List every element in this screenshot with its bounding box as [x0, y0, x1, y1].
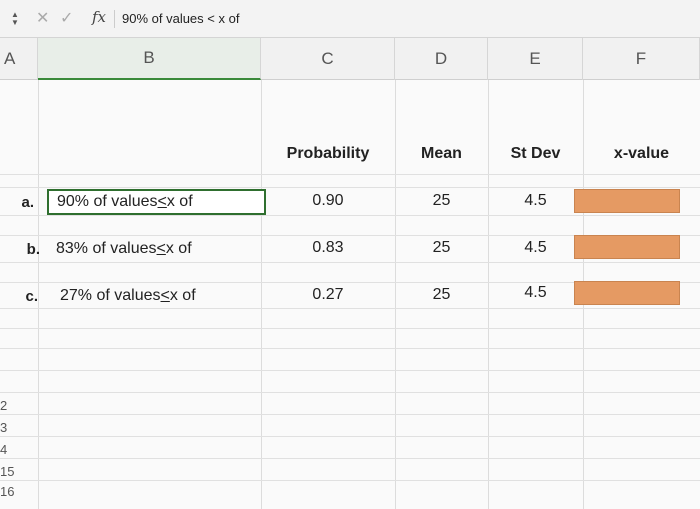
row-number[interactable]: 4 [0, 442, 8, 457]
grid-line [0, 262, 700, 263]
cell-text-prefix: 27% of values [60, 287, 161, 304]
grid-line [38, 80, 39, 509]
stepper-up-icon[interactable]: ▲ [11, 10, 19, 19]
cell-label-c[interactable]: 27% of values < x of [52, 283, 261, 309]
cell-stdev-a[interactable]: 4.5 [524, 192, 547, 209]
header-mean[interactable]: Mean [421, 145, 462, 162]
grid-line [0, 392, 700, 393]
column-header-d[interactable]: D [395, 38, 488, 80]
cell-xvalue-b[interactable] [574, 235, 680, 259]
cell-xvalue-a[interactable] [574, 189, 680, 213]
grid-line [0, 414, 700, 415]
formula-separator [114, 10, 115, 28]
cell-text-suffix: x of [166, 193, 193, 210]
row-number[interactable]: 2 [0, 398, 8, 413]
grid-line [0, 187, 700, 188]
cell-mean-b[interactable]: 25 [432, 239, 451, 256]
cell-probability-a[interactable]: 0.90 [312, 192, 344, 209]
cell-mean-c[interactable]: 25 [432, 286, 451, 303]
row-letter-b: b. [26, 240, 40, 258]
cell-mean-a[interactable]: 25 [432, 192, 451, 209]
spreadsheet-grid[interactable]: Probability Mean St Dev x-value a. 90% o… [0, 80, 700, 509]
cell-stdev-b[interactable]: 4.5 [524, 239, 547, 256]
cell-stdev-c[interactable]: 4.5 [524, 284, 547, 301]
stepper-down-icon[interactable]: ▼ [11, 18, 19, 27]
cell-text-prefix: 90% of values [57, 193, 158, 210]
grid-line [0, 348, 700, 349]
grid-line [0, 436, 700, 437]
grid-line [0, 480, 700, 481]
cell-text-lt: < [160, 287, 170, 304]
cancel-icon[interactable]: ✕ [36, 10, 50, 27]
header-probability[interactable]: Probability [286, 145, 370, 162]
formula-bar: ▲ ▼ ✕ ✓ fx 90% of values < x of [0, 0, 700, 38]
cell-xvalue-c[interactable] [574, 281, 680, 305]
row-letter-a: a. [21, 193, 34, 211]
grid-line [0, 458, 700, 459]
active-cell-b-a[interactable]: 90% of values < x of [47, 189, 266, 215]
grid-line [0, 215, 700, 216]
cell-text-prefix: 83% of values [56, 240, 157, 257]
cell-probability-b[interactable]: 0.83 [312, 239, 344, 256]
cell-label-b[interactable]: 83% of values < x of [48, 236, 261, 262]
header-xvalue[interactable]: x-value [613, 145, 670, 162]
grid-line [0, 174, 700, 175]
row-letter-c: c. [25, 287, 38, 305]
grid-line [0, 328, 700, 329]
header-stdev[interactable]: St Dev [510, 145, 561, 162]
cell-text-lt: < [156, 240, 166, 257]
grid-line [261, 80, 262, 509]
column-header-e[interactable]: E [488, 38, 583, 80]
confirm-icon[interactable]: ✓ [60, 10, 74, 27]
cell-text-lt: < [157, 193, 167, 210]
cell-stepper[interactable]: ▲ ▼ [8, 9, 22, 29]
grid-line [395, 80, 396, 509]
cell-text-suffix: x of [165, 240, 192, 257]
grid-line [0, 308, 700, 309]
grid-line [0, 282, 700, 283]
column-header-c[interactable]: C [261, 38, 395, 80]
grid-line [0, 370, 700, 371]
column-header-f[interactable]: F [583, 38, 700, 80]
function-icon[interactable]: fx [92, 8, 107, 26]
grid-line [488, 80, 489, 509]
row-number[interactable]: 15 [0, 464, 15, 479]
formula-input[interactable]: 90% of values < x of [122, 11, 240, 26]
cell-probability-c[interactable]: 0.27 [312, 286, 344, 303]
grid-line [0, 235, 700, 236]
cell-text-suffix: x of [169, 287, 196, 304]
row-number[interactable]: 16 [0, 484, 15, 499]
row-number[interactable]: 3 [0, 420, 8, 435]
column-header-row: A B C D E F [0, 38, 700, 80]
column-header-b[interactable]: B [38, 38, 261, 80]
column-header-a[interactable]: A [0, 38, 38, 80]
